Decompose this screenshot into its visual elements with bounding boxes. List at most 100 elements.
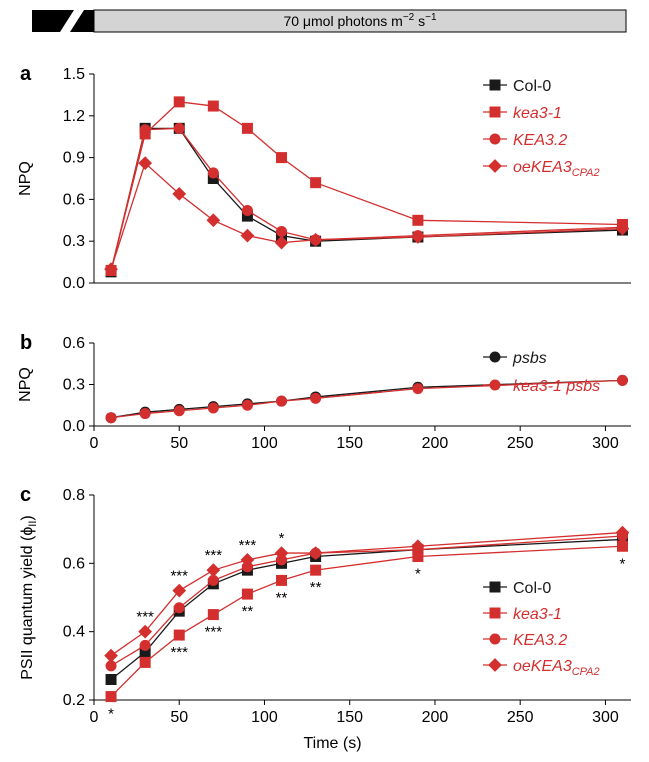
- legend-marker: [489, 581, 501, 593]
- data-point: [276, 395, 288, 407]
- significance-label: ***: [205, 547, 223, 564]
- legend: psbs kea3-1 psbs: [483, 350, 600, 395]
- data-point: [105, 660, 117, 672]
- y-tick-label: 0.6: [63, 555, 85, 572]
- data-point: [615, 221, 630, 236]
- series-oeKEA3: [104, 525, 630, 663]
- data-point: [310, 392, 322, 404]
- data-point: [241, 122, 253, 134]
- x-tick-label: 150: [336, 435, 363, 452]
- data-point: [173, 122, 185, 134]
- x-tick-label: 0: [90, 709, 99, 726]
- y-tick-label: 0.9: [63, 150, 85, 167]
- data-point: [172, 186, 187, 201]
- significance-label: **: [276, 589, 288, 606]
- legend-label: kea3-1: [513, 606, 562, 623]
- data-point: [206, 563, 221, 578]
- significance-label: ***: [239, 537, 257, 554]
- x-tick-label: 300: [592, 435, 619, 452]
- legend-label: KEA3.2: [513, 132, 567, 149]
- y-tick-label: 0.6: [63, 335, 85, 352]
- panel-a: a 0.0 0.3 0.6 0.9 1.2 1.5 NPQ Col-0 kea3-1 KEA3.2 o…: [17, 63, 631, 292]
- data-point: [105, 412, 117, 424]
- panel-c: c 0.2 0.4 0.6 0.8 0 50 100 150 200 250 300 PSII quan…: [19, 484, 631, 752]
- data-point: [173, 96, 185, 108]
- data-point: [276, 152, 288, 164]
- y-tick-label: 0.3: [63, 233, 85, 250]
- legend-label: Col-0: [513, 78, 551, 95]
- legend-label: kea3-1 psbs: [513, 378, 600, 395]
- series-kea3-1: [105, 540, 628, 703]
- data-point: [310, 564, 322, 576]
- data-point: [207, 173, 219, 184]
- data-point: [173, 602, 185, 614]
- y-tick-label: 0.0: [63, 418, 85, 435]
- data-point: [173, 405, 185, 417]
- legend-label: oeKEA3CPA2: [513, 159, 600, 179]
- data-point: [173, 629, 185, 641]
- significance-label: *: [108, 706, 114, 723]
- panel-letter-a: a: [20, 63, 32, 85]
- data-point: [276, 574, 288, 586]
- legend-marker: [489, 133, 501, 145]
- data-point: [615, 525, 630, 540]
- data-point: [207, 167, 219, 179]
- data-point: [412, 214, 424, 226]
- data-point: [138, 156, 153, 171]
- legend-marker: [489, 379, 501, 391]
- data-point: [207, 574, 219, 586]
- banner-label: 70 μmol photons m−2 s−1: [283, 12, 436, 29]
- y-tick-label: 0.3: [63, 377, 85, 394]
- significance-label: **: [310, 579, 322, 596]
- data-point: [139, 646, 151, 658]
- series-line: [110, 162, 623, 270]
- x-tick-label: 250: [507, 709, 534, 726]
- data-point: [139, 639, 151, 651]
- data-point: [411, 230, 425, 244]
- legend-marker: [489, 607, 501, 619]
- x-tick-label: 200: [422, 709, 449, 726]
- legend: Col-0 kea3-1 KEA3.2 oeKEA3CPA2: [483, 580, 600, 678]
- significance-label: *: [415, 566, 421, 583]
- legend-label: psbs: [512, 350, 547, 367]
- data-point: [241, 399, 253, 411]
- x-tick-label: 150: [336, 709, 363, 726]
- data-point: [241, 210, 253, 222]
- panel-letter-b: b: [20, 332, 32, 354]
- legend-label: kea3-1: [513, 105, 562, 122]
- series-kea3-1-psbs: [105, 374, 628, 424]
- data-point: [274, 235, 289, 250]
- y-axis-label: PSII quantum yield (ϕII): [19, 515, 39, 680]
- x-tick-label: 50: [170, 709, 188, 726]
- data-point: [104, 262, 118, 276]
- data-point: [139, 124, 151, 136]
- x-tick-label: 0: [90, 435, 99, 452]
- significance-label: ***: [170, 644, 188, 661]
- significance-label: ***: [205, 624, 223, 641]
- legend-marker: [489, 633, 501, 645]
- data-point: [207, 100, 219, 112]
- legend-label: Col-0: [513, 580, 551, 597]
- significance-label: *: [620, 555, 626, 572]
- legend: Col-0 kea3-1 KEA3.2 oeKEA3CPA2: [483, 78, 600, 179]
- y-axis-label: NPQ: [17, 161, 34, 196]
- data-point: [139, 408, 151, 420]
- x-tick-label: 100: [251, 709, 278, 726]
- data-point: [105, 674, 117, 685]
- legend-marker: [489, 351, 501, 363]
- panel-b: b 0.0 0.3 0.6 0 50 100 150 200 250 300 NPQ psbs kea3-…: [17, 332, 631, 452]
- data-point: [172, 583, 187, 598]
- legend-marker: [489, 79, 501, 91]
- x-tick-label: 200: [422, 435, 449, 452]
- legend-marker: [488, 159, 502, 173]
- significance-label: **: [242, 603, 254, 620]
- data-point: [104, 648, 118, 663]
- x-tick-label: 100: [251, 435, 278, 452]
- y-tick-label: 0.2: [63, 692, 85, 709]
- data-point: [138, 624, 153, 639]
- legend-marker: [488, 658, 502, 672]
- legend-label: KEA3.2: [513, 632, 567, 649]
- data-point: [411, 539, 425, 554]
- data-point: [139, 656, 151, 668]
